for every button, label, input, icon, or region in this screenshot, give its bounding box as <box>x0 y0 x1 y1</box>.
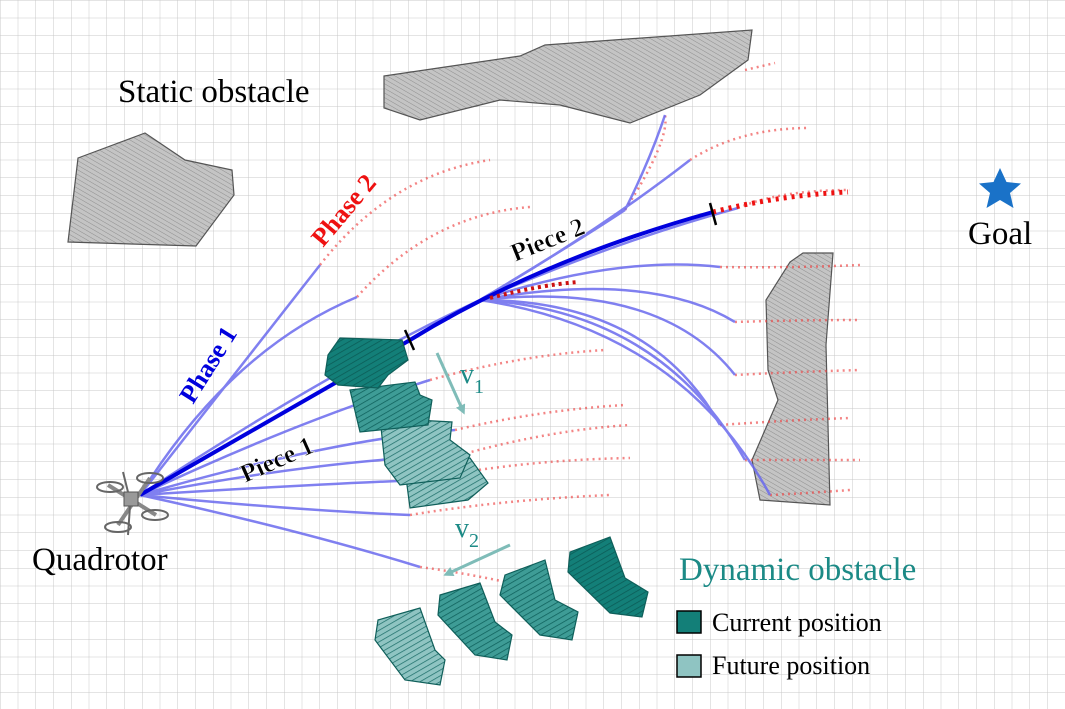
dynamic-obstacle-1 <box>324 337 489 509</box>
selected-trajectory-phase2 <box>712 189 849 215</box>
alternate-red-segment <box>489 280 579 300</box>
velocity-arrow-1 <box>435 352 466 415</box>
piece-boundary-tick-1 <box>403 329 416 351</box>
legend-current-swatch <box>676 610 702 634</box>
velocity-2-label: v2 <box>455 513 479 552</box>
dynamic-obstacle-label: Dynamic obstacle <box>679 552 916 588</box>
quadrotor-label: Quadrotor <box>32 542 168 578</box>
dynamic-obstacle-2 <box>374 536 649 686</box>
velocity-1-label: v1 <box>460 359 484 398</box>
legend-future-label: Future position <box>712 651 870 680</box>
piece-boundary-tick-2 <box>708 202 718 226</box>
quadrotor-icon <box>96 471 169 536</box>
velocity-arrow-2 <box>443 543 511 577</box>
legend: Current position Future position <box>676 608 882 680</box>
dynamic-obstacle-1-current <box>324 337 409 389</box>
selected-trajectory-phase1 <box>139 210 714 497</box>
static-obstacle-top <box>383 29 753 124</box>
candidate-trajectories <box>138 114 772 569</box>
goal-label: Goal <box>968 216 1032 252</box>
dynamic-obstacle-2-current <box>567 536 649 618</box>
legend-future-swatch <box>676 654 702 678</box>
goal-star-icon <box>979 168 1021 208</box>
static-obstacle-left <box>67 132 235 247</box>
legend-current-label: Current position <box>712 608 882 637</box>
static-obstacle-label: Static obstacle <box>118 74 310 110</box>
